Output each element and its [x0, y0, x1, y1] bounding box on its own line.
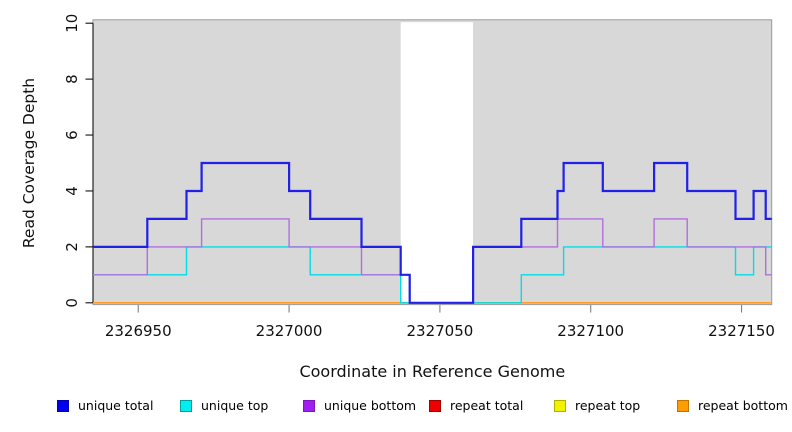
legend-label: unique bottom: [324, 398, 417, 413]
y-tick-label: 4: [63, 186, 81, 196]
uncovered-gap-region: [400, 22, 474, 303]
series-lines: [93, 161, 772, 304]
y-tick-label: 6: [63, 130, 81, 140]
y-tick-label: 2: [63, 242, 81, 252]
x-tick-label: 2327000: [256, 322, 323, 340]
x-axis-label: Coordinate in Reference Genome: [299, 362, 565, 381]
legend-label: repeat bottom: [698, 398, 788, 413]
x-tick-label: 2326950: [105, 322, 172, 340]
legend-swatch-unique-total: [57, 400, 69, 412]
legend-item-repeat-bottom: repeat bottom: [677, 395, 788, 417]
legend-item-repeat-total: repeat total: [429, 395, 523, 417]
legend-item-unique-bottom: unique bottom: [303, 395, 416, 417]
legend-swatch-repeat-top: [554, 400, 566, 412]
x-tick-label: 2327050: [406, 322, 473, 340]
legend-label: repeat total: [450, 398, 524, 413]
legend-item-unique-total: unique total: [57, 395, 153, 417]
x-axis: 2326950 2327000 2327050 2327100 2327150 Coord…: [105, 305, 775, 381]
legend-label: unique total: [78, 398, 154, 413]
legend-item-repeat-top: repeat top: [554, 395, 640, 417]
legend-label: unique top: [201, 398, 269, 413]
x-tick-label: 2327150: [708, 322, 775, 340]
series-unique-top: [93, 246, 772, 304]
legend-item-unique-top: unique top: [180, 395, 268, 417]
y-axis: 0 2 4 6 8 10 Read Coverage Depth: [20, 14, 94, 308]
legend-swatch-unique-top: [180, 400, 192, 412]
series-unique-total: [93, 161, 772, 304]
y-tick-label: 10: [63, 14, 81, 33]
legend-swatch-repeat-bottom: [677, 400, 689, 412]
legend-label: repeat top: [575, 398, 641, 413]
y-tick-label: 0: [63, 298, 81, 308]
x-tick-label: 2327100: [557, 322, 624, 340]
legend-swatch-unique-bottom: [303, 400, 315, 412]
legend-swatch-repeat-total: [429, 400, 441, 412]
chart-legend: unique total unique top unique bottom repea…: [0, 395, 792, 421]
y-axis-label: Read Coverage Depth: [20, 78, 38, 248]
y-tick-label: 8: [63, 74, 81, 84]
